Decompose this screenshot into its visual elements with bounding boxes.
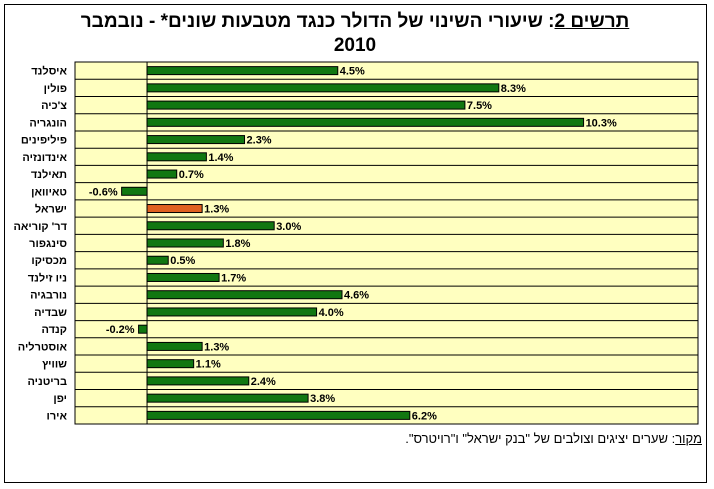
bar: [146, 359, 195, 369]
data-label: 1.1%: [196, 359, 221, 371]
chart-title-line1: תרשים 2: שיעורי השינוי של הדולר כנגד מטב…: [0, 10, 710, 34]
bar: [146, 272, 220, 282]
category-label: שוויץ: [42, 359, 67, 371]
bar: [146, 135, 246, 145]
bar: [146, 255, 169, 265]
chart-title-text: : שיעורי השינוי של הדולר כנגד מטבעות שונ…: [80, 11, 555, 32]
category-label: טאיוואן: [31, 186, 67, 198]
category-label: סינגפור: [29, 238, 67, 250]
category-label: שבדיה: [34, 307, 67, 319]
data-label: 8.3%: [501, 83, 526, 95]
bar: [146, 169, 178, 179]
category-label: דר' קוריאה: [13, 221, 67, 233]
bar: [146, 204, 203, 214]
bar: [146, 83, 500, 93]
category-label: צ'כיה: [41, 100, 67, 112]
data-label: 1.8%: [225, 238, 250, 250]
data-label: 4.0%: [319, 307, 344, 319]
category-label: ישראל: [35, 203, 67, 216]
bar: [146, 290, 343, 300]
category-label: ניו זילנד: [28, 271, 67, 284]
chart-title: תרשים 2: שיעורי השינוי של הדולר כנגד מטב…: [0, 10, 710, 58]
source-text: : שערים יציגים וצולבים של "בנק ישראל" ו"…: [405, 431, 676, 446]
bar: [146, 100, 466, 110]
data-label: 0.7%: [179, 169, 204, 181]
category-label: בריטניה: [27, 376, 67, 388]
data-label: 4.5%: [340, 66, 365, 78]
category-label: אירו: [47, 410, 68, 422]
source-note: מקור: שערים יציגים וצולבים של "בנק ישראל…: [405, 431, 702, 446]
data-label: 1.4%: [208, 152, 233, 164]
chart-title-prefix: תרשים 2: [554, 11, 630, 32]
bar: [146, 238, 224, 248]
data-label: 1.7%: [221, 272, 246, 284]
bar: [121, 186, 148, 196]
category-label: יפן: [53, 393, 67, 405]
bar: [146, 376, 250, 386]
data-label: 3.8%: [310, 393, 335, 405]
category-label: אינדונזיה: [22, 152, 67, 164]
data-label: -0.2%: [106, 324, 135, 336]
category-label: תאילנד: [31, 168, 67, 181]
data-label: 0.5%: [170, 255, 195, 267]
data-label: 10.3%: [586, 117, 617, 129]
data-label: -0.6%: [89, 186, 118, 198]
data-label: 3.0%: [276, 221, 301, 233]
category-label: הונגריה: [29, 117, 67, 129]
data-label: 2.3%: [247, 135, 272, 147]
bar: [146, 221, 275, 231]
data-label: 1.3%: [204, 204, 229, 216]
bar: [146, 152, 207, 162]
data-label: 1.3%: [204, 341, 229, 353]
data-label: 4.6%: [344, 290, 369, 302]
data-label: 7.5%: [467, 100, 492, 112]
category-label: נורבגיה: [30, 290, 67, 302]
bar: [146, 307, 318, 317]
bar: [146, 341, 203, 351]
bar: [146, 410, 411, 420]
bar: [146, 66, 339, 76]
category-label: פיליפינים: [21, 134, 67, 147]
category-label: איסלנד: [31, 65, 67, 78]
data-label: 6.2%: [412, 410, 437, 422]
bar: [146, 393, 309, 403]
category-label: פולין: [44, 82, 67, 95]
bar: [146, 117, 585, 127]
bar: [138, 324, 148, 334]
category-label: מכסיקו: [31, 255, 67, 267]
chart-title-year: 2010: [333, 35, 377, 56]
category-label: אוסטרליה: [18, 340, 68, 353]
source-label: מקור: [675, 431, 702, 446]
data-label: 2.4%: [251, 376, 276, 388]
category-label: קנדה: [42, 324, 67, 336]
